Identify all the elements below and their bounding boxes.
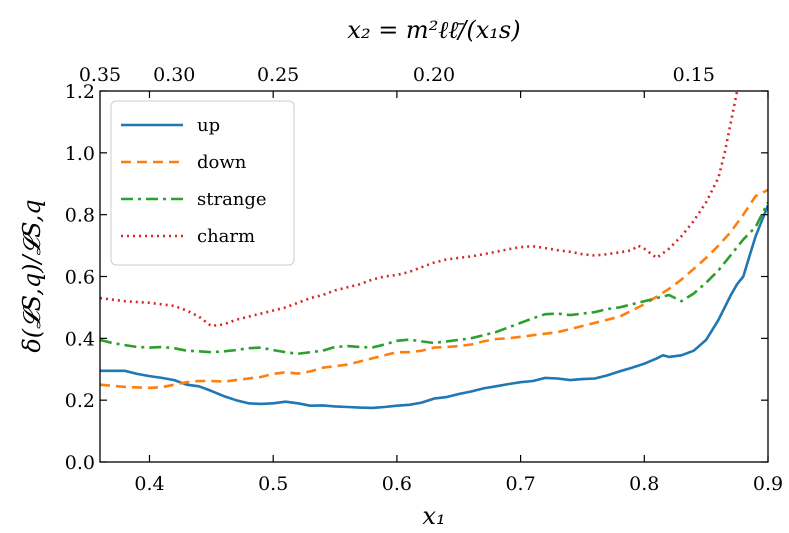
x-axis-title: x₁ <box>422 502 445 530</box>
y-axis-title: δ(𝓛S,q)/𝓛S,q <box>18 199 46 352</box>
legend-label-charm: charm <box>197 226 255 247</box>
legend: up down strange charm <box>110 100 295 266</box>
series-line-down <box>100 188 768 390</box>
y-tick-label: 0.2 <box>65 390 95 412</box>
x-tick-label: 0.6 <box>382 473 412 495</box>
legend-label-up: up <box>197 115 220 136</box>
y-tick-label: 0.0 <box>65 452 95 474</box>
x-tick-label: 0.7 <box>505 473 535 495</box>
series-line-up <box>100 204 768 410</box>
y-tick-label: 1.2 <box>65 81 95 103</box>
legend-label-down: down <box>197 152 247 173</box>
ticks-layer: 0.4 0.5 0.6 0.7 0.8 0.90.00.20.40.60.81.01.20… <box>65 64 783 495</box>
series-layer <box>100 91 768 410</box>
legend-label-strange: strange <box>197 189 267 210</box>
y-tick-label: 0.4 <box>65 328 95 350</box>
x-tick-label: 0.9 <box>753 473 783 495</box>
top-tick-label: 0.30 <box>153 64 195 86</box>
top-tick-label: 0.15 <box>673 64 715 86</box>
top-axis-title: x₂ = m²ℓℓ̄/(x₁s) <box>347 16 520 44</box>
x-tick-label: 0.4 <box>134 473 164 495</box>
top-tick-label: 0.20 <box>413 64 455 86</box>
x-tick-label: 0.5 <box>258 473 288 495</box>
top-tick-label: 0.35 <box>79 64 121 86</box>
y-tick-label: 0.6 <box>65 267 95 289</box>
legend-box <box>110 100 295 266</box>
x-tick-label: 0.8 <box>629 473 659 495</box>
y-tick-label: 1.0 <box>65 143 95 165</box>
y-tick-label: 0.8 <box>65 205 95 227</box>
top-tick-label: 0.25 <box>257 64 299 86</box>
